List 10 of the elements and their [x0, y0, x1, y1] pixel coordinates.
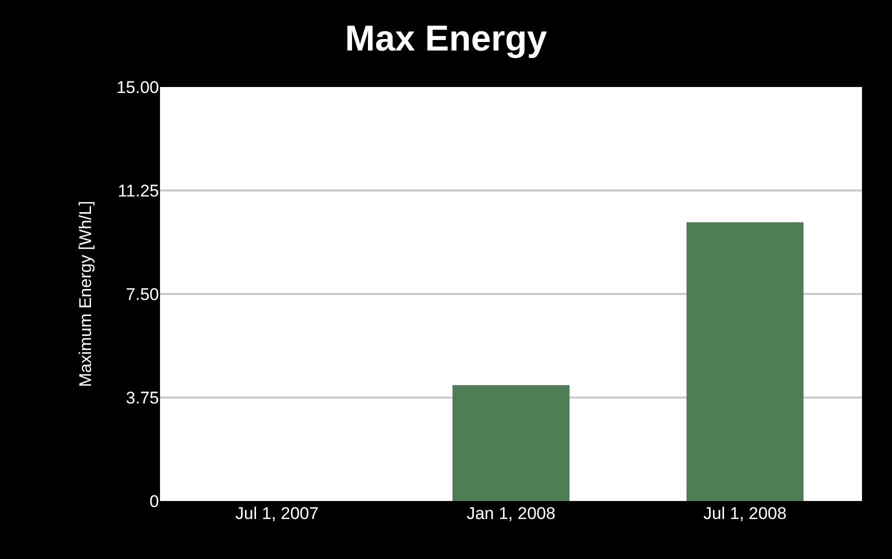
y-tick-label: 11.25 — [118, 181, 159, 200]
y-axis-title: Maximum Energy [Wh/L] — [76, 200, 96, 388]
y-tick-label: 15.00 — [116, 78, 159, 97]
y-tick-label: 7.50 — [126, 284, 159, 304]
chart-title: Max Energy — [344, 18, 548, 59]
x-tick-label: Jul 1, 2008 — [703, 504, 787, 523]
y-tick-label: 3.75 — [126, 388, 159, 408]
x-tick-label: Jul 1, 2007 — [235, 504, 319, 523]
y-tick-label: 0 — [150, 492, 159, 511]
x-tick-label: Jan 1, 2008 — [466, 504, 556, 523]
